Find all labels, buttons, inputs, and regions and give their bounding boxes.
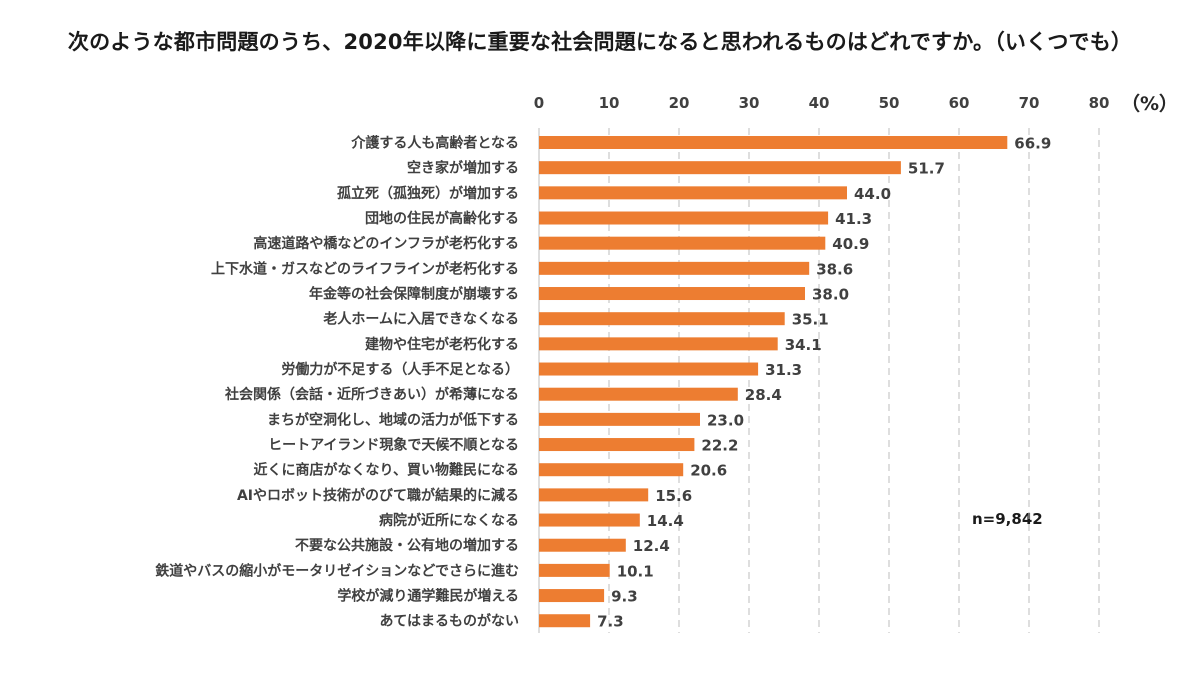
chart-title: 次のような都市問題のうち、2020年以降に重要な社会問題になると思われるものはど… (67, 30, 1133, 54)
bar (539, 563, 610, 577)
category-label: まちが空洞化し、地域の活力が低下する (267, 411, 519, 428)
x-tick-label: 20 (669, 94, 690, 112)
category-label: 建物や住宅が老朽化する (365, 336, 519, 353)
bar (539, 161, 901, 175)
bar (539, 488, 649, 502)
bar (539, 589, 605, 603)
value-label: 14.4 (647, 512, 684, 530)
bar (539, 538, 626, 552)
bar (539, 211, 829, 225)
value-label: 28.4 (745, 386, 782, 404)
grid-lines (538, 128, 1100, 633)
category-label: 介護する人も高齢者となる (350, 135, 519, 152)
category-label: 老人ホームに入居できなくなる (323, 311, 519, 328)
value-label: 23.0 (707, 411, 744, 429)
bars (539, 136, 1008, 628)
x-tick-label: 70 (1019, 94, 1040, 112)
bar (539, 412, 700, 426)
x-axis-ticks: 0 10 20 30 40 50 60 70 80 (534, 94, 1110, 112)
category-label: 上下水道・ガスなどのライフラインが老朽化する (211, 260, 519, 277)
category-label: 学校が減り通学難民が増える (337, 588, 519, 605)
value-label: 38.6 (816, 260, 853, 278)
bar (539, 337, 778, 351)
value-label: 35.1 (792, 311, 829, 329)
value-label: 31.3 (765, 361, 802, 379)
bar (539, 614, 591, 628)
bar (539, 463, 684, 477)
sample-size-note: n=9,842 (972, 510, 1043, 528)
bar (539, 362, 759, 376)
category-label: 近くに商店がなくなり、買い物難民になる (254, 462, 519, 479)
value-label: 20.6 (690, 462, 727, 480)
category-label: 高速道路や橋などのインフラが老朽化する (253, 235, 519, 252)
value-label: 10.1 (617, 562, 654, 580)
value-label: 41.3 (835, 210, 872, 228)
unit-label: （%） (1121, 93, 1179, 115)
value-label: 12.4 (633, 537, 670, 555)
category-label: 孤立死（孤独死）が増加する (337, 185, 519, 202)
value-label: 38.0 (812, 286, 849, 304)
bar (539, 387, 738, 401)
value-label: 15.6 (655, 487, 692, 505)
x-tick-label: 0 (534, 94, 544, 112)
category-label: 年金等の社会保障制度が崩壊する (309, 286, 519, 303)
category-label: 鉄道やバスの縮小がモータリゼイションなどでさらに進む (155, 562, 519, 579)
category-label: AIやロボット技術がのびて職が結果的に減る (237, 487, 519, 504)
category-label: あてはまるものがない (380, 613, 519, 630)
x-tick-label: 30 (739, 94, 760, 112)
value-label: 7.3 (597, 613, 624, 631)
bar (539, 236, 826, 250)
category-label: 病院が近所になくなる (379, 512, 519, 529)
x-tick-label: 10 (599, 94, 620, 112)
value-label: 34.1 (785, 336, 822, 354)
x-tick-label: 40 (809, 94, 830, 112)
category-label: 社会関係（会話・近所づきあい）が希薄になる (224, 386, 519, 403)
bar (539, 513, 640, 527)
bar (539, 438, 695, 452)
bar (539, 261, 810, 275)
bar (539, 136, 1008, 149)
bar (539, 287, 805, 301)
bar (539, 312, 785, 326)
category-label: 団地の住民が高齢化する (365, 210, 519, 227)
value-label: 9.3 (611, 588, 638, 606)
category-label: 不要な公共施設・公有地の増加する (295, 537, 519, 554)
category-label: 労働力が不足する（人手不足となる） (281, 361, 519, 378)
x-tick-label: 60 (949, 94, 970, 112)
category-labels: 介護する人も高齢者となる空き家が増加する孤立死（孤独死）が増加する団地の住民が高… (155, 135, 519, 630)
value-label: 66.9 (1014, 135, 1051, 153)
bar (539, 186, 847, 200)
x-tick-label: 80 (1089, 94, 1110, 112)
category-label: ヒートアイランド現象で天候不順となる (268, 437, 519, 454)
value-label: 51.7 (908, 160, 945, 178)
value-label: 40.9 (832, 235, 869, 253)
value-labels: 66.9 51.7 44.0 41.3 40.9 38.6 38.0 35.1 34.1 31.3… (597, 135, 1051, 631)
value-label: 44.0 (854, 185, 891, 203)
x-tick-label: 50 (879, 94, 900, 112)
category-label: 空き家が増加する (407, 160, 519, 177)
value-label: 22.2 (701, 437, 738, 455)
